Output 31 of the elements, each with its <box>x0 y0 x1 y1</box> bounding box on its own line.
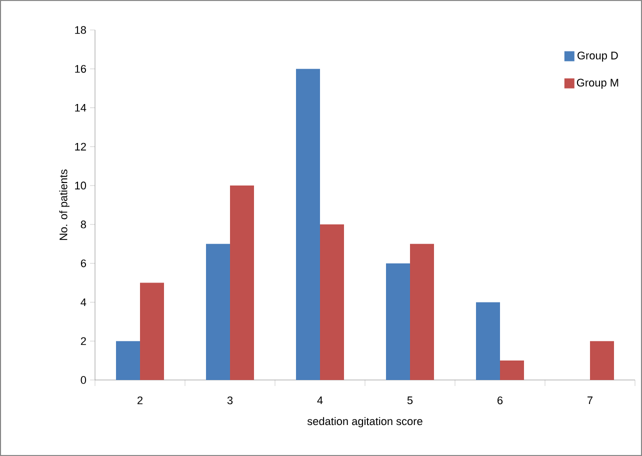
bar <box>320 224 344 380</box>
x-tick-label: 7 <box>588 396 593 404</box>
x-tick-label: 3 <box>227 396 233 404</box>
bar <box>500 360 524 380</box>
y-tick-label: 0 <box>80 376 86 384</box>
y-tick-label: 8 <box>80 220 86 228</box>
y-axis-title: No. of patients <box>59 170 70 240</box>
legend-label: Group M <box>576 78 618 89</box>
bar <box>206 244 230 380</box>
bar <box>386 263 410 380</box>
y-tick-label: 18 <box>75 26 86 34</box>
x-tick-label: 4 <box>317 396 323 404</box>
bar <box>410 244 434 380</box>
bar <box>116 341 140 380</box>
y-tick-label: 16 <box>75 65 86 73</box>
y-tick-label: 12 <box>75 142 86 150</box>
bar <box>590 341 614 380</box>
legend-label: Group D <box>578 52 618 62</box>
bar <box>296 68 320 380</box>
x-tick-label: 2 <box>138 396 143 404</box>
bar <box>230 186 254 380</box>
y-tick-label: 2 <box>80 337 86 345</box>
x-tick-label: 6 <box>498 396 503 404</box>
x-axis-title: sedation agitation score <box>307 417 422 428</box>
bar <box>140 282 164 380</box>
x-tick-label: 5 <box>407 396 413 404</box>
y-tick-label: 14 <box>75 104 86 112</box>
bar <box>476 302 500 380</box>
y-tick-label: 4 <box>80 298 86 306</box>
y-tick-label: 6 <box>80 259 86 268</box>
y-tick-label: 10 <box>75 182 86 190</box>
